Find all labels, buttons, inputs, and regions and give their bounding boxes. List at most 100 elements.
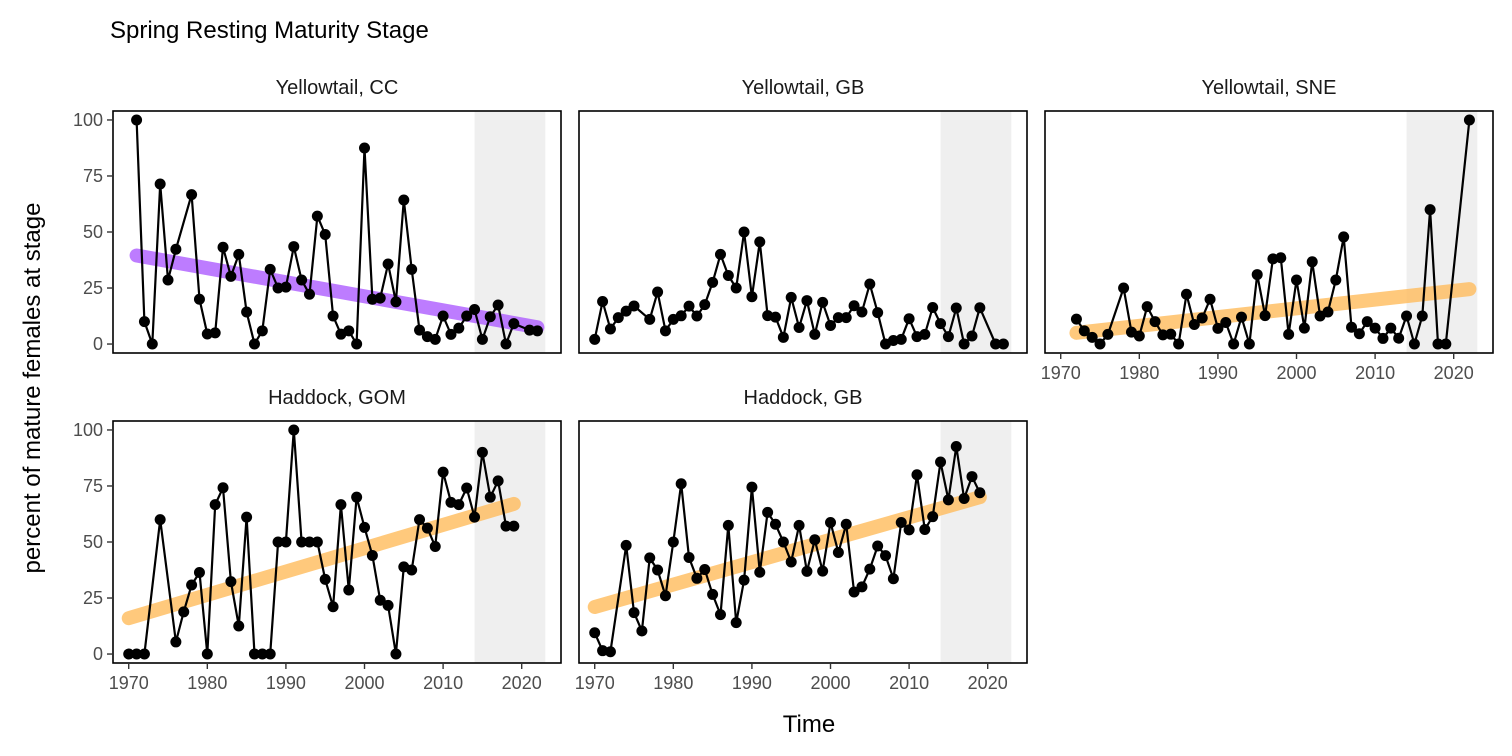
data-point (1078, 325, 1090, 337)
data-point (919, 523, 931, 535)
data-point (437, 310, 449, 322)
data-point (864, 278, 876, 290)
data-point (1157, 329, 1169, 341)
data-point (280, 536, 292, 548)
data-point (872, 307, 884, 319)
x-tick-label: 1990 (266, 673, 306, 693)
data-point (762, 506, 774, 518)
data-point (997, 338, 1009, 350)
data-point (722, 519, 734, 531)
panel-label: Haddock, GB (744, 387, 863, 409)
data-point (628, 607, 640, 619)
data-point (138, 648, 150, 660)
y-tick-label: 50 (83, 222, 103, 242)
panel-border (578, 420, 1028, 664)
data-point (589, 333, 601, 345)
data-point (691, 310, 703, 322)
x-tick-label: 1970 (575, 673, 615, 693)
data-point (469, 511, 481, 523)
panel-4: Haddock, GOM 0 25 50 75 100 1970 1980 1990 2000 20… (73, 387, 562, 693)
data-point (1133, 330, 1145, 342)
y-tick-label: 75 (83, 166, 103, 186)
panel-label: Yellowtail, GB (742, 77, 865, 99)
data-point (209, 499, 221, 511)
data-point (445, 328, 457, 340)
data-point (1141, 301, 1153, 313)
y-tick-label: 75 (83, 476, 103, 496)
data-point (406, 263, 418, 275)
data-point (170, 243, 182, 255)
data-point (1118, 282, 1130, 294)
data-point (667, 536, 679, 548)
data-point (927, 511, 939, 523)
panel-border (1044, 110, 1494, 354)
data-point (769, 518, 781, 530)
data-point (272, 536, 284, 548)
data-point (421, 522, 433, 534)
data-point (714, 609, 726, 621)
data-point (817, 565, 829, 577)
data-point (1275, 252, 1287, 264)
x-tick-label: 1980 (187, 673, 227, 693)
data-point (856, 581, 868, 593)
data-point (241, 306, 253, 318)
data-point (201, 648, 213, 660)
x-tick-label: 1980 (653, 673, 693, 693)
data-point (146, 338, 158, 350)
data-point (785, 291, 797, 303)
data-point (1393, 332, 1405, 344)
data-point (311, 210, 323, 222)
panel-1: Yellowtail, CC 0 25 50 75 100 (73, 77, 562, 354)
data-point (911, 469, 923, 481)
data-point (217, 241, 229, 253)
data-point (659, 590, 671, 602)
data-point (382, 599, 394, 611)
chart-panels: Yellowtail, CC 0 25 50 75 100 Yellowtail, GB Ye… (73, 77, 1494, 693)
chart-title: Spring Resting Maturity Stage (110, 17, 429, 44)
data-point (154, 178, 166, 190)
x-tick-label: 2010 (889, 673, 929, 693)
data-point (699, 564, 711, 576)
data-point (942, 494, 954, 506)
data-point (699, 299, 711, 311)
data-point (414, 324, 426, 336)
data-point (589, 627, 601, 639)
y-tick-label: 100 (73, 110, 103, 130)
data-point (256, 325, 268, 337)
data-point (1440, 338, 1452, 350)
panel-label: Haddock, GOM (268, 387, 406, 409)
data-point (186, 189, 198, 201)
data-point (620, 305, 632, 317)
data-point (1212, 322, 1224, 334)
data-point (652, 286, 664, 298)
data-point (825, 517, 837, 529)
data-point (620, 539, 632, 551)
y-axis-title: percent of mature females at stage (19, 203, 46, 574)
data-point (612, 312, 624, 324)
x-tick-label: 1970 (109, 673, 149, 693)
data-point (288, 424, 300, 436)
data-point (895, 517, 907, 529)
data-point (966, 471, 978, 483)
data-point (604, 323, 616, 335)
data-point (1298, 322, 1310, 334)
data-point (895, 333, 907, 345)
data-point (335, 499, 347, 511)
data-point (793, 519, 805, 531)
data-point (1291, 274, 1303, 286)
data-point (974, 302, 986, 314)
data-point (722, 269, 734, 281)
data-point (256, 648, 268, 660)
data-point (644, 552, 656, 564)
data-point (500, 520, 512, 532)
data-point (825, 319, 837, 331)
data-point (1432, 338, 1444, 350)
data-point (864, 563, 876, 575)
data-point (683, 300, 695, 312)
data-point (1165, 328, 1177, 340)
data-point (233, 248, 245, 260)
data-point (990, 338, 1002, 350)
y-tick-label: 0 (93, 334, 103, 354)
data-point (327, 310, 339, 322)
data-point (832, 312, 844, 324)
